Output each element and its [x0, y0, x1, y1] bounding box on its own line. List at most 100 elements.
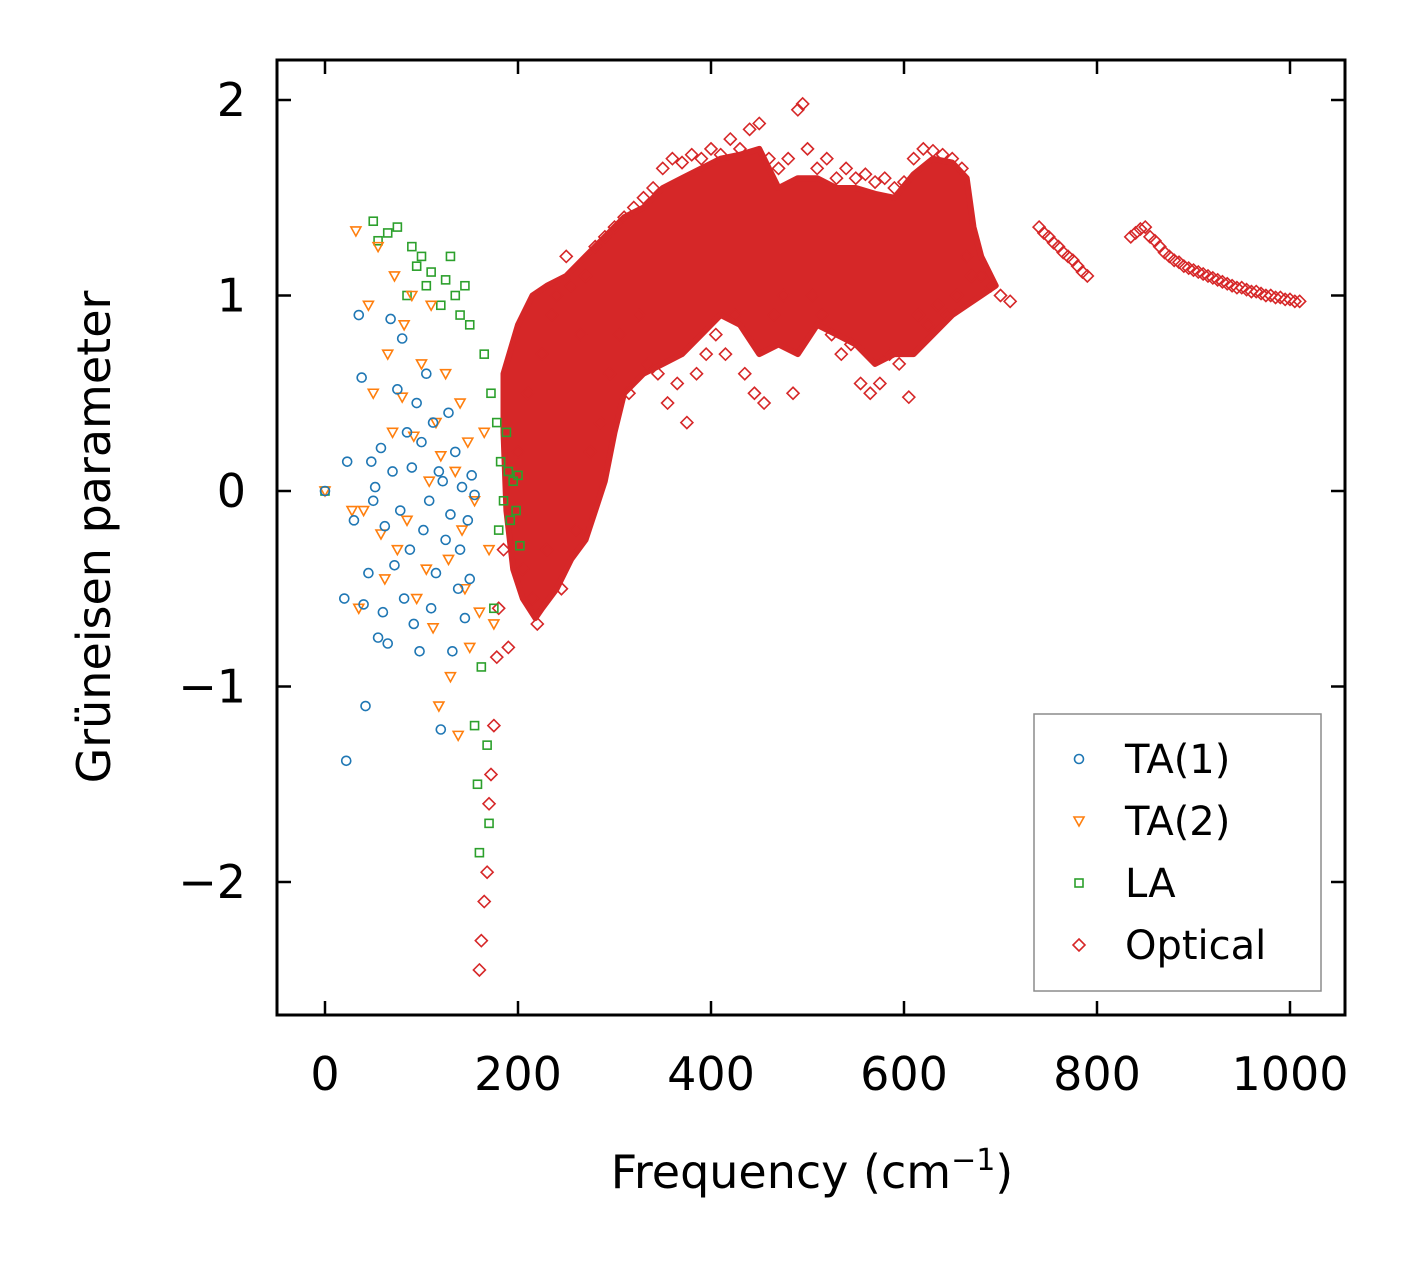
data-point — [723, 131, 738, 147]
data-point — [493, 525, 504, 535]
data-point — [411, 261, 422, 271]
data-point — [510, 444, 526, 460]
legend-box — [1033, 713, 1322, 992]
data-point — [426, 267, 436, 277]
data-point — [863, 386, 878, 401]
data-point — [1123, 229, 1138, 244]
data-point — [435, 300, 446, 311]
data-point — [450, 290, 461, 301]
y-tick-label: 0 — [217, 464, 246, 518]
data-point — [583, 444, 598, 460]
data-point — [474, 933, 489, 948]
data-point — [455, 525, 469, 537]
data-point — [1128, 225, 1143, 241]
data-point — [1273, 290, 1288, 305]
data-point — [1278, 292, 1293, 307]
data-point — [382, 228, 393, 238]
y-tick-label: −2 — [178, 855, 246, 909]
data-point — [338, 593, 350, 604]
data-point — [425, 602, 437, 614]
data-point — [452, 583, 464, 595]
data-point — [489, 603, 499, 614]
data-point — [487, 619, 501, 631]
data-point — [479, 865, 495, 880]
data-point — [949, 288, 965, 303]
data-point — [482, 740, 492, 750]
data-point — [1239, 282, 1254, 297]
data-point — [781, 151, 796, 166]
data-point — [708, 327, 723, 342]
data-point — [935, 147, 950, 162]
data-point — [588, 239, 603, 254]
data-point — [660, 395, 675, 411]
data-point — [406, 462, 418, 473]
data-point — [694, 151, 709, 166]
data-point — [455, 310, 465, 320]
x-axis-label-sup: −1 — [951, 1143, 995, 1178]
data-point — [737, 366, 752, 381]
data-point — [463, 642, 477, 655]
data-point — [349, 226, 363, 238]
data-point — [466, 470, 477, 481]
data-point — [1224, 278, 1240, 293]
data-point — [834, 347, 849, 362]
data-point — [432, 701, 446, 713]
data-point — [508, 476, 518, 487]
data-point — [568, 522, 584, 538]
data-point — [679, 415, 695, 430]
data-point — [916, 141, 931, 157]
data-point — [805, 288, 820, 303]
data-point — [358, 599, 369, 610]
data-point — [484, 818, 494, 829]
data-point — [544, 307, 559, 323]
data-point — [843, 337, 859, 352]
legend-label: Optical — [1125, 923, 1266, 969]
x-tick-label: 600 — [860, 1047, 948, 1101]
data-point — [396, 333, 408, 344]
data-point — [410, 593, 424, 606]
data-point — [395, 392, 409, 404]
data-point — [511, 505, 521, 516]
data-point — [408, 618, 420, 630]
data-point — [636, 190, 651, 205]
data-point — [959, 249, 974, 264]
data-point — [631, 307, 646, 323]
data-point — [621, 386, 637, 401]
data-point — [421, 280, 432, 291]
legend-marker — [1073, 753, 1085, 765]
data-point — [814, 307, 830, 323]
data-point — [424, 300, 438, 312]
data-point — [1080, 268, 1095, 284]
data-point — [1249, 284, 1264, 299]
data-point — [451, 730, 465, 743]
data-point — [388, 271, 401, 283]
data-point — [477, 427, 491, 439]
data-point — [472, 962, 487, 978]
data-point — [377, 606, 389, 618]
data-point — [703, 141, 719, 157]
x-tick-label: 1000 — [1231, 1047, 1348, 1101]
data-point — [838, 161, 854, 176]
data-point — [407, 431, 421, 443]
data-point — [473, 607, 486, 619]
data-point — [539, 542, 555, 557]
data-point — [872, 376, 888, 391]
data-point — [887, 180, 902, 196]
data-point — [549, 288, 564, 303]
data-point — [1215, 274, 1230, 289]
optical-dense-band — [500, 145, 999, 622]
legend-marker — [1074, 878, 1084, 888]
data-point — [848, 171, 863, 186]
data-point — [954, 161, 970, 176]
data-point — [785, 386, 801, 401]
data-point — [612, 327, 627, 342]
data-point — [496, 542, 511, 557]
data-point — [1133, 221, 1148, 237]
data-point — [422, 476, 436, 488]
data-point — [398, 593, 410, 604]
data-point — [498, 495, 509, 506]
data-point — [795, 96, 810, 112]
data-point — [482, 544, 496, 557]
data-point — [372, 632, 384, 643]
data-point — [437, 475, 449, 487]
